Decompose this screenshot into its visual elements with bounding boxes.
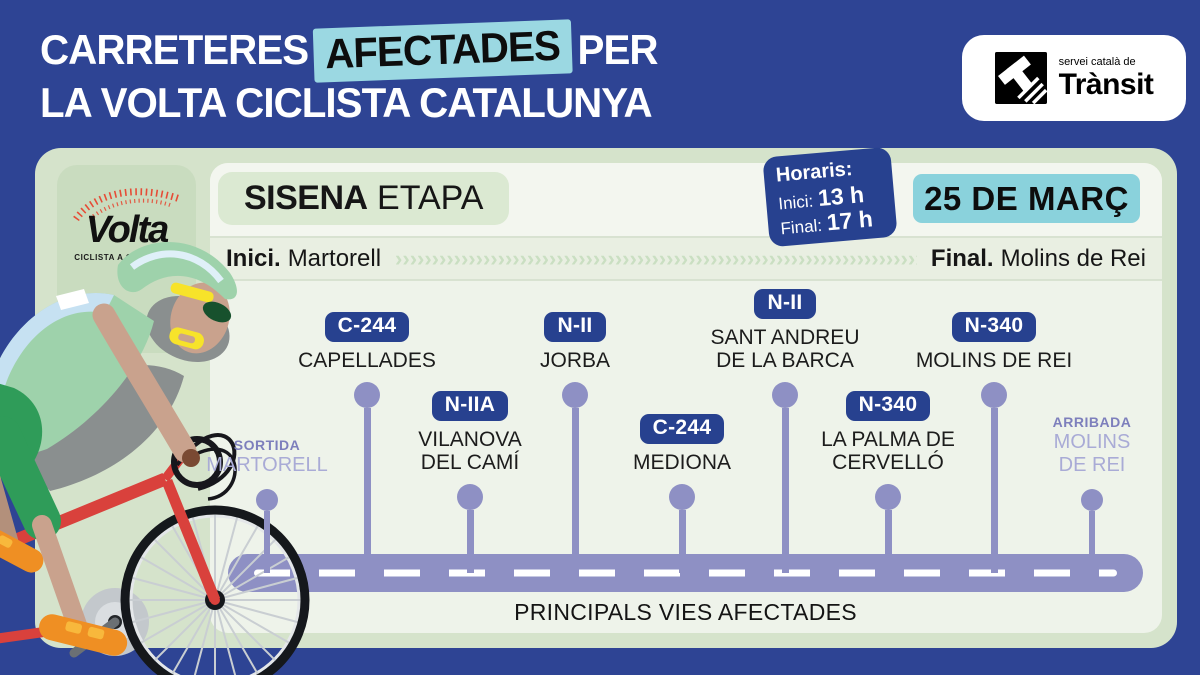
page-title: CARRETERES AFECTADES PER LA VOLTA CICLISTA… xyxy=(40,19,659,128)
front-wheel xyxy=(120,505,310,675)
schedule-box: Horaris: Inici: 13 h Final: 17 h xyxy=(762,146,898,248)
jersey-stripe xyxy=(0,293,114,395)
title-line1-pre: CARRETERES xyxy=(40,26,309,73)
helmet-stripe xyxy=(129,250,224,284)
arm xyxy=(92,303,197,463)
schedule-start-label: Inici: xyxy=(777,191,815,214)
transit-logo-text: servei català de Trànsit xyxy=(1058,55,1154,101)
chin-guard xyxy=(169,327,204,350)
road-bar-dashes xyxy=(254,569,1117,577)
schedule-end-label: Final: xyxy=(779,215,823,239)
route-start-label: Inici. xyxy=(226,244,281,272)
transit-name: Trànsit xyxy=(1058,67,1154,101)
hand xyxy=(182,449,200,467)
route-end-label: Final. xyxy=(930,244,994,272)
road-bar xyxy=(228,554,1143,592)
stage-word: ETAPA xyxy=(377,179,484,217)
cyclist-illustration xyxy=(0,241,310,675)
transit-tagline: servei català de xyxy=(1058,55,1136,68)
route-start-name: Martorell xyxy=(287,244,382,272)
title-line1-post: PER xyxy=(577,26,659,73)
transit-logo-card: servei català de Trànsit xyxy=(962,35,1186,121)
road-bar-caption: PRINCIPALS VIES AFECTADES xyxy=(514,599,857,625)
title-line-2: LA VOLTA CICLISTA CATALUNYA xyxy=(40,79,653,126)
front-shoe xyxy=(39,614,128,656)
fork xyxy=(161,478,221,603)
thigh xyxy=(0,416,61,540)
route-band: Inici. Martorell ›››››››››››››››››››››››… xyxy=(210,238,1162,281)
transit-logo-icon xyxy=(994,52,1047,104)
title-highlight: AFECTADES xyxy=(313,19,573,83)
volta-swoosh-icon xyxy=(72,188,181,222)
schedule-end-time: 17 h xyxy=(825,205,874,236)
route-end-name: Molins de Rei xyxy=(1000,244,1146,272)
head xyxy=(117,241,237,354)
date-badge: 25 DE MARÇ xyxy=(913,174,1140,223)
stage-number: SISENA xyxy=(244,179,368,217)
handlebar xyxy=(171,436,223,488)
route-direction-chevrons: ››››››››››››››››››››››››››››››››››››››››… xyxy=(395,247,917,270)
glasses-lens xyxy=(202,301,232,323)
glasses-band xyxy=(170,282,214,303)
stage-title: SISENA ETAPA xyxy=(218,172,510,225)
brake-cable xyxy=(175,433,237,491)
shin xyxy=(32,515,87,635)
back-shoe xyxy=(0,522,44,573)
title-line-1: CARRETERES AFECTADES PER xyxy=(40,19,659,83)
